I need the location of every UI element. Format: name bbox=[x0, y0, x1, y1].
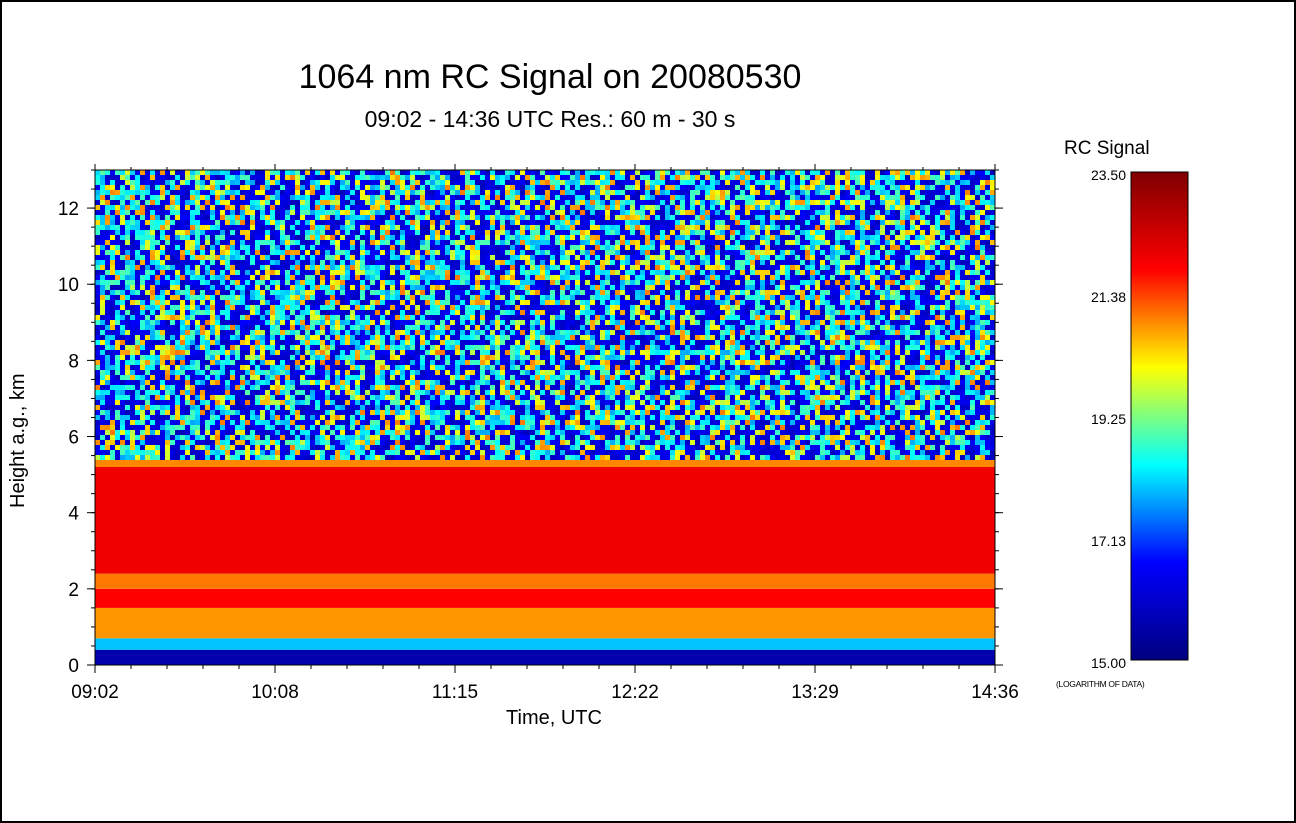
y-tick-label: 0 bbox=[68, 656, 79, 677]
heatmap-layer-1 bbox=[95, 638, 995, 650]
heatmap-layer-0 bbox=[95, 649, 995, 665]
colorbar-tick-label: 15.00 bbox=[1091, 655, 1126, 671]
y-tick-label: 6 bbox=[68, 428, 79, 449]
colorbar-title: RC Signal bbox=[1064, 138, 1150, 159]
x-tick-label: 13:29 bbox=[791, 682, 839, 703]
colorbar-tick-label: 19.25 bbox=[1091, 411, 1126, 427]
x-tick-label: 09:02 bbox=[71, 682, 119, 703]
heatmap-layer-5 bbox=[95, 467, 995, 574]
y-tick-label: 10 bbox=[58, 275, 79, 296]
x-axis-label: Time, UTC bbox=[506, 707, 602, 729]
heatmap-layer-4 bbox=[95, 573, 995, 589]
y-tick-label: 4 bbox=[68, 504, 79, 525]
noise-speckle bbox=[95, 170, 995, 460]
y-tick-label: 12 bbox=[58, 199, 79, 220]
y-tick-label: 2 bbox=[68, 580, 79, 601]
colorbar-tick-label: 23.50 bbox=[1091, 167, 1126, 183]
chart-title: 1064 nm RC Signal on 20080530 bbox=[298, 58, 802, 96]
heatmap-layer-6 bbox=[95, 455, 995, 467]
colorbar-tick-label: 17.13 bbox=[1091, 533, 1126, 549]
heatmap-layer-2 bbox=[95, 607, 995, 639]
colorbar bbox=[1130, 171, 1189, 661]
chart-subtitle: 09:02 - 14:36 UTC Res.: 60 m - 30 s bbox=[364, 106, 736, 132]
colorbar-tick-label: 21.38 bbox=[1091, 289, 1126, 305]
y-tick-label: 8 bbox=[68, 351, 79, 372]
x-tick-label: 12:22 bbox=[611, 682, 659, 703]
heatmap-layer-3 bbox=[95, 588, 995, 608]
x-tick-label: 11:15 bbox=[432, 682, 478, 703]
colorbar-note: (LOGARITHM OF DATA) bbox=[1056, 679, 1145, 689]
x-tick-label: 10:08 bbox=[251, 682, 299, 703]
x-tick-label: 14:36 bbox=[971, 682, 1019, 703]
